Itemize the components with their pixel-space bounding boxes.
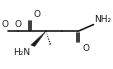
Text: NH₂: NH₂ — [94, 15, 111, 24]
Text: O: O — [82, 44, 89, 53]
Text: O: O — [33, 10, 40, 19]
Text: O: O — [14, 20, 21, 29]
Text: H₂N: H₂N — [13, 48, 31, 57]
Polygon shape — [31, 31, 46, 47]
Text: O: O — [2, 20, 9, 29]
